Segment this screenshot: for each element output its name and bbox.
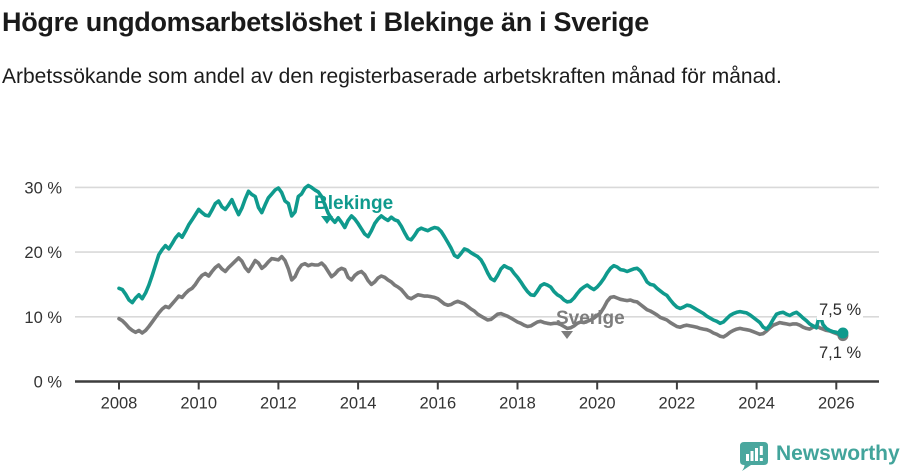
- end-value-blekinge: 7,5 %: [817, 301, 864, 320]
- x-tick-label: 2026: [818, 395, 855, 413]
- x-tick-label: 2016: [419, 395, 456, 413]
- newsworthy-logo: Newsworthy: [738, 440, 900, 472]
- y-tick-label: 20 %: [24, 244, 62, 262]
- end-value-sverige: 7,1 %: [817, 344, 864, 363]
- chart-title: Högre ungdomsarbetslöshet i Blekinge än …: [2, 7, 649, 37]
- series-label-blekinge: Blekinge: [314, 193, 394, 214]
- y-tick-label: 30 %: [24, 179, 62, 197]
- arrow-down-icon: [321, 216, 333, 224]
- x-tick-label: 2012: [260, 395, 297, 413]
- newsworthy-logo-icon: [740, 442, 768, 471]
- x-tick-label: 2022: [659, 395, 696, 413]
- x-tick-label: 2008: [101, 395, 138, 413]
- x-tick-label: 2024: [738, 395, 775, 413]
- y-tick-label: 0 %: [34, 374, 63, 392]
- series-label-sverige: Sverige: [556, 308, 625, 329]
- y-tick-label: 10 %: [24, 309, 62, 327]
- newsworthy-wordmark: Newsworthy: [776, 442, 900, 465]
- series-line-sverige: [117, 254, 845, 339]
- x-tick-label: 2014: [340, 395, 377, 413]
- x-tick-label: 2018: [499, 395, 536, 413]
- arrow-down-icon: [561, 331, 573, 339]
- series-end-dot-blekinge: [837, 327, 849, 339]
- x-tick-label: 2010: [180, 395, 217, 413]
- x-tick-label: 2020: [579, 395, 616, 413]
- series-line-blekinge: [117, 183, 845, 336]
- chart-subtitle: Arbetssökande som andel av den registerb…: [2, 65, 782, 88]
